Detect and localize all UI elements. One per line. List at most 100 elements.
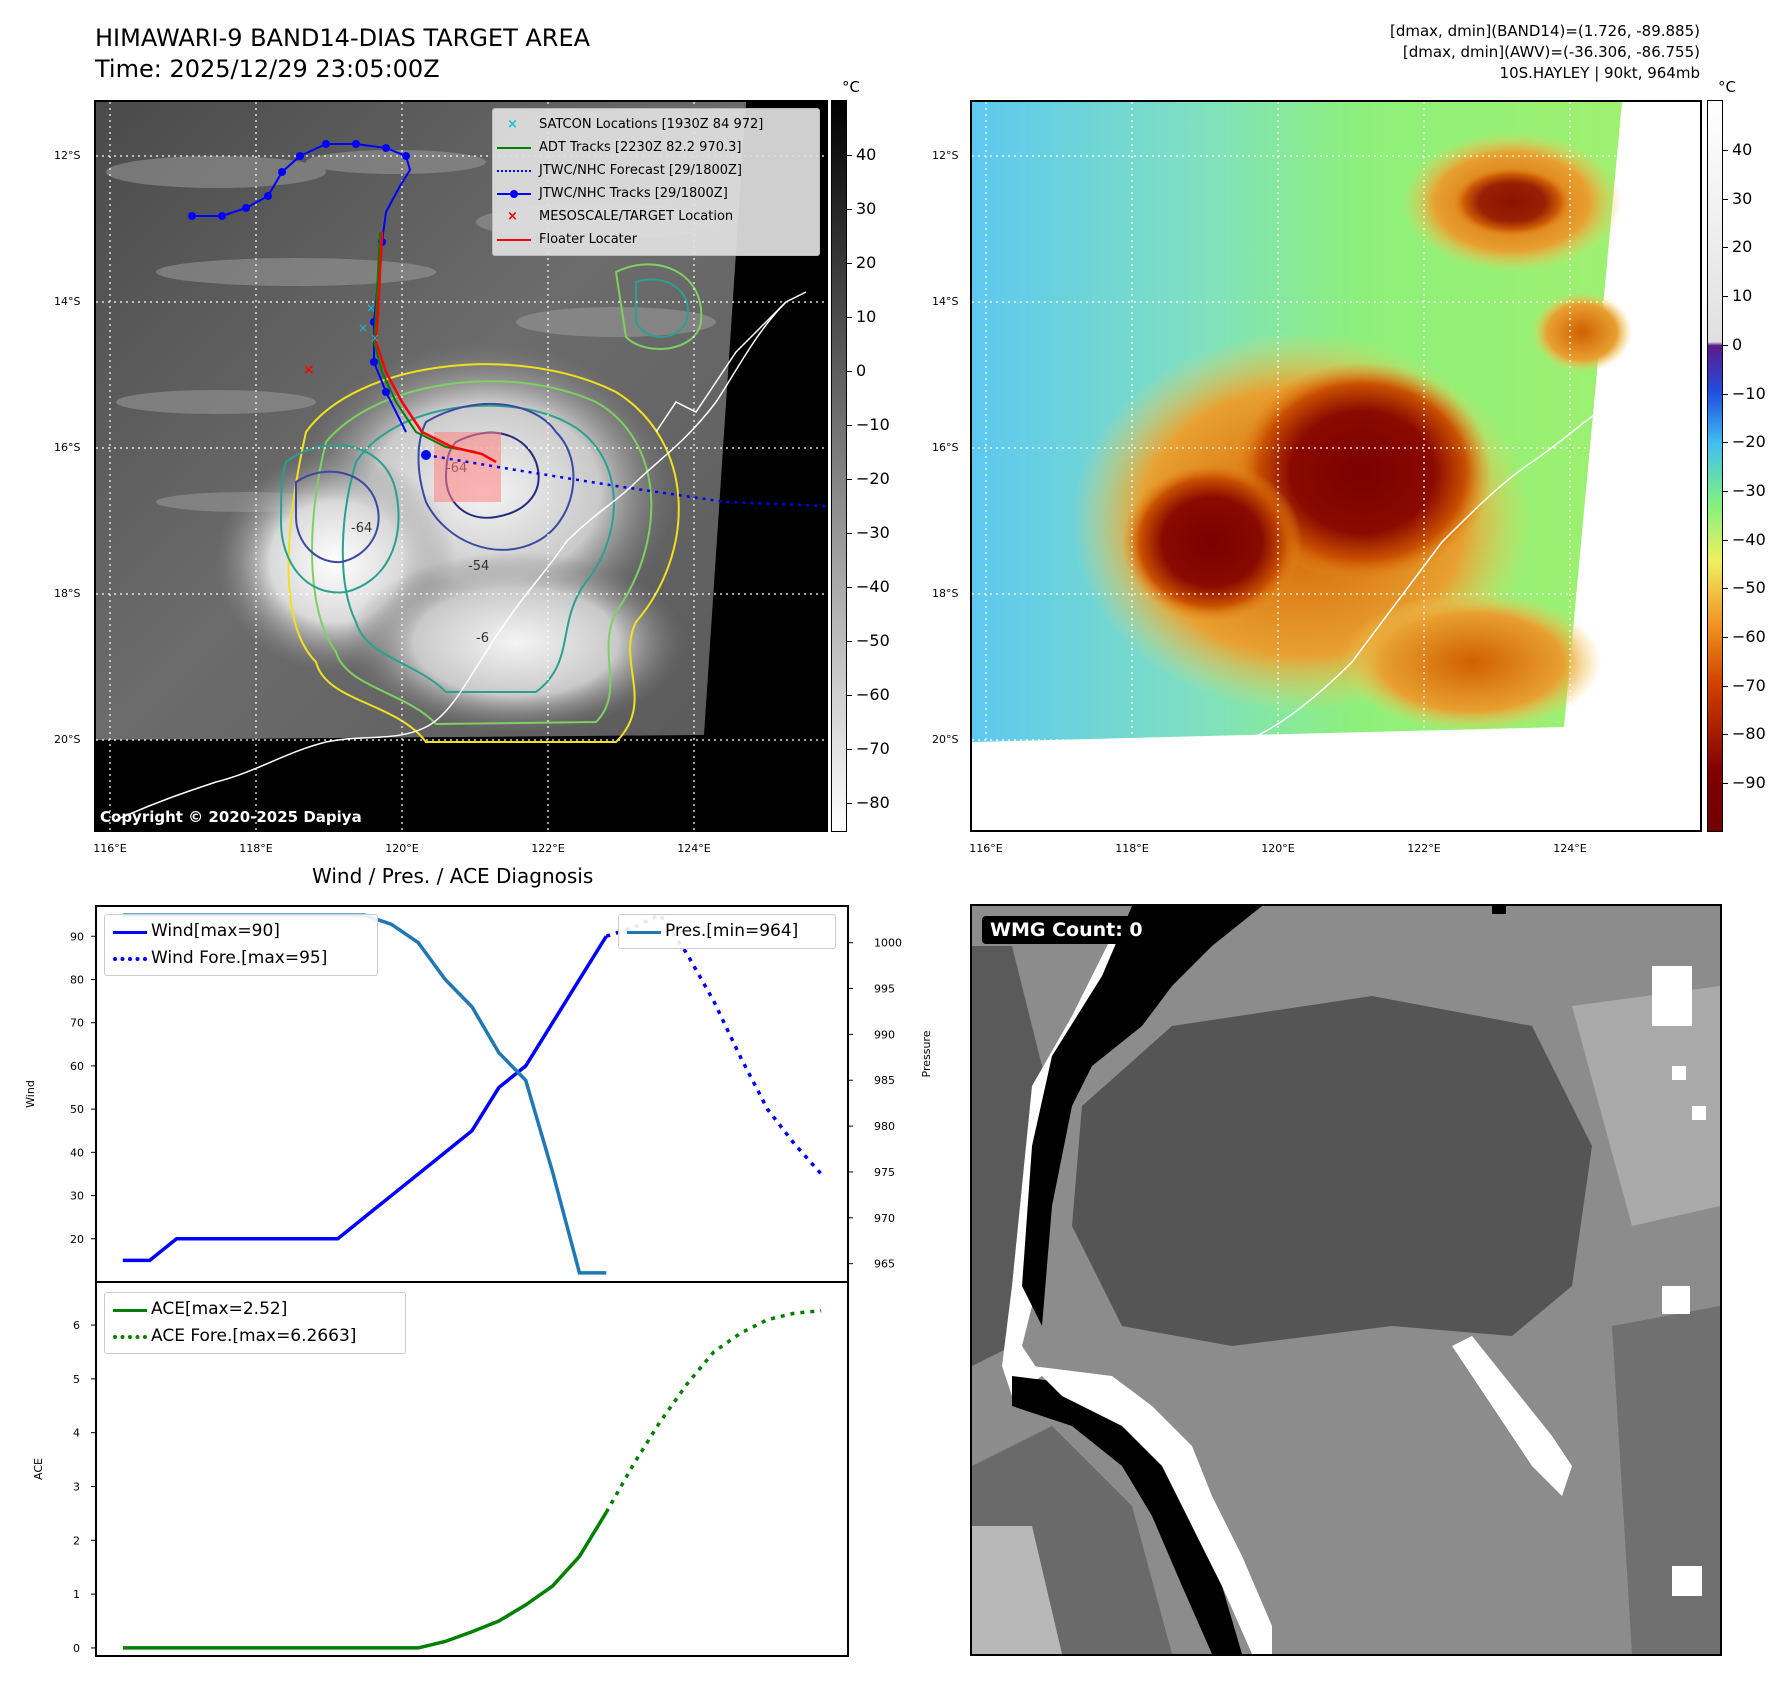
- colorbar-tick: [847, 317, 852, 318]
- svg-text:-64: -64: [351, 521, 372, 536]
- pressure-ytick-label: 970: [874, 1212, 895, 1225]
- wind-ytick-label: 30: [70, 1190, 84, 1203]
- ace-series-line-1: [604, 1308, 822, 1514]
- colorbar-tick: [1723, 442, 1728, 444]
- colorbar-tick: [847, 695, 852, 696]
- ir-lat-label: 14°S: [54, 295, 81, 308]
- ace-ylabel: ACE: [32, 1458, 45, 1480]
- colorbar-tick-label: 0: [856, 361, 867, 380]
- awv-lon-label: 122°E: [1407, 842, 1441, 855]
- colorbar-tick: [847, 533, 852, 534]
- colorbar-tick-label: −60: [856, 685, 890, 704]
- ir-lat-label: 12°S: [54, 149, 81, 162]
- colorbar-tick: [1723, 734, 1728, 736]
- colorbar-tick: [847, 479, 852, 480]
- legend-item-ace-fore: ACE Fore.[max=6.2663]: [105, 1323, 405, 1350]
- colorbar-tick-label: 20: [1732, 237, 1753, 257]
- colorbar-tick-label: −30: [1732, 480, 1766, 500]
- wind-ytick-label: 50: [70, 1103, 84, 1116]
- awv-colorbar: [1707, 100, 1723, 832]
- colorbar-tick-label: −80: [856, 793, 890, 812]
- ir-lon-label: 122°E: [531, 842, 565, 855]
- colorbar-tick: [847, 749, 852, 750]
- legend-item-pressure: Pres.[min=964]: [619, 918, 835, 945]
- ir-lat-label: 18°S: [54, 587, 81, 600]
- legend-item-ace: ACE[max=2.52]: [105, 1296, 405, 1323]
- ir-lon-label: 118°E: [239, 842, 273, 855]
- awv-lat-label: 18°S: [932, 587, 959, 600]
- colorbar-tick-label: −10: [1732, 383, 1766, 403]
- ace-ytick-label: 1: [73, 1588, 80, 1601]
- pressure-legend: Pres.[min=964]: [618, 914, 836, 949]
- colorbar-tick-label: −60: [1732, 627, 1766, 646]
- legend-item-satcon: × SATCON Locations [1930Z 84 972]: [507, 117, 764, 132]
- ace-ytick-label: 4: [73, 1427, 80, 1440]
- legend-item-wind: Wind[max=90]: [105, 918, 377, 945]
- svg-text:-54: -54: [468, 559, 489, 574]
- awv-map-panel: [970, 100, 1702, 832]
- copyright-label: Copyright © 2020-2025 Dapiya: [100, 808, 362, 826]
- wind-ytick-label: 40: [70, 1146, 84, 1159]
- colorbar-tick-label: −40: [1732, 529, 1766, 549]
- legend-item-floater: Floater Locater: [493, 228, 819, 251]
- colorbar-tick: [847, 155, 852, 156]
- info-band14-range: [dmax, dmin](BAND14)=(1.726, -89.885): [1389, 22, 1700, 40]
- ir-lon-label: 116°E: [93, 842, 127, 855]
- awv-lat-label: 12°S: [932, 149, 959, 162]
- wind-ytick-label: 70: [70, 1017, 84, 1030]
- pressure-ytick-label: 965: [874, 1258, 895, 1271]
- colorbar-tick: [1723, 783, 1728, 785]
- svg-text:×: ×: [366, 301, 376, 315]
- pressure-ytick-label: 1000: [874, 937, 902, 950]
- wmg-image: [972, 906, 1720, 1654]
- ace-ytick-label: 6: [73, 1319, 80, 1332]
- colorbar-tick: [1723, 247, 1728, 249]
- colorbar-tick: [1723, 393, 1728, 395]
- svg-text:×: ×: [303, 362, 315, 378]
- ace-ytick-label: 0: [73, 1642, 80, 1655]
- diagnosis-svg: 2030405060708090965970975980985990995100…: [24, 905, 933, 1657]
- awv-lon-label: 120°E: [1261, 842, 1295, 855]
- colorbar-tick: [1723, 198, 1728, 200]
- ir-legend: × SATCON Locations [1930Z 84 972] ADT Tr…: [492, 108, 820, 256]
- colorbar-tick: [1723, 685, 1728, 687]
- colorbar-tick: [1723, 344, 1728, 346]
- wind-axes: 20 30 40 50 60 70 80 90 965 970 975 980 985 990 995 100…: [24, 905, 933, 1283]
- colorbar-tick-label: −10: [856, 415, 890, 434]
- colorbar-tick: [1723, 637, 1728, 638]
- colorbar-tick-label: −90: [1732, 773, 1766, 793]
- legend-item-mesoscale: × MESOSCALE/TARGET Location: [507, 209, 734, 224]
- colorbar-tick-label: 40: [856, 145, 877, 164]
- colorbar-tick-label: −20: [1732, 432, 1766, 452]
- pressure-ytick-label: 995: [874, 983, 895, 996]
- colorbar-tick: [1723, 490, 1728, 492]
- colorbar-tick-label: −50: [856, 631, 890, 650]
- ace-series-line-0: [122, 1511, 608, 1650]
- colorbar-tick: [847, 425, 852, 426]
- ir-map-panel: -64 -64 -54 -6: [94, 100, 828, 832]
- legend-item-adt: ADT Tracks [2230Z 82.2 970.3]: [493, 136, 819, 159]
- legend-item-jtwc-forecast: JTWC/NHC Forecast [29/1800Z]: [493, 159, 819, 182]
- diagnosis-title: Wind / Pres. / ACE Diagnosis: [312, 864, 594, 888]
- colorbar-tick-label: 30: [856, 199, 877, 218]
- awv-lon-label: 124°E: [1553, 842, 1587, 855]
- awv-lat-label: 14°S: [932, 295, 959, 308]
- colorbar-tick-label: −20: [856, 469, 890, 488]
- colorbar-tick-label: 10: [856, 307, 877, 326]
- wmg-panel: WMG Count: 0: [970, 904, 1722, 1656]
- wind-ytick-label: 60: [70, 1060, 84, 1073]
- legend-item-wind-fore: Wind Fore.[max=95]: [105, 945, 377, 972]
- figure-title: HIMAWARI-9 BAND14-DIAS TARGET AREA: [95, 24, 591, 52]
- colorbar-tick-label: 20: [856, 253, 877, 272]
- ir-lat-label: 20°S: [54, 733, 81, 746]
- pressure-ytick-label: 990: [874, 1028, 895, 1041]
- colorbar-tick-label: −30: [856, 523, 890, 542]
- colorbar-tick: [1723, 296, 1728, 298]
- ir-lat-label: 16°S: [54, 441, 81, 454]
- legend-item-jtwc-tracks: JTWC/NHC Tracks [29/1800Z]: [493, 182, 819, 205]
- colorbar-tick: [847, 209, 852, 210]
- colorbar-tick-label: −80: [1732, 724, 1766, 744]
- colorbar-tick-label: −50: [1732, 578, 1766, 598]
- colorbar-tick: [1723, 588, 1728, 590]
- colorbar-tick: [847, 803, 852, 804]
